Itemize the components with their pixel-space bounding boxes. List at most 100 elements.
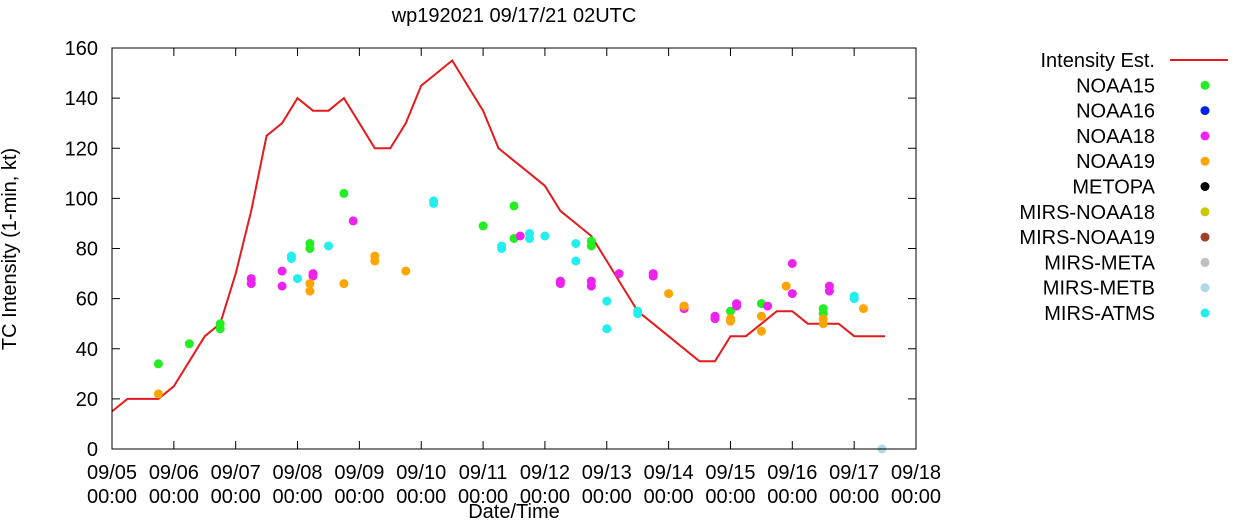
y-tick-label: 60 xyxy=(76,289,98,311)
point-mirs-atms xyxy=(602,296,612,306)
point-noaa18 xyxy=(787,259,797,268)
point-noaa19 xyxy=(756,326,766,336)
x-tick-date-label: 09/11 xyxy=(459,462,508,484)
point-mirs-atms xyxy=(429,198,439,208)
point-noaa19 xyxy=(153,389,163,399)
legend-label: NOAA16 xyxy=(1076,101,1155,123)
point-noaa18 xyxy=(555,279,565,289)
y-tick-label: 80 xyxy=(76,239,98,261)
x-tick-time-label: 00:00 xyxy=(87,486,137,508)
x-tick-date-label: 09/16 xyxy=(767,462,817,484)
x-tick-date-label: 09/06 xyxy=(149,462,199,484)
point-noaa18 xyxy=(787,289,797,299)
x-tick-time-label: 00:00 xyxy=(520,486,570,508)
legend-label: Intensity Est. xyxy=(1041,50,1156,72)
legend-label: METOPA xyxy=(1072,177,1155,199)
point-noaa15 xyxy=(726,306,735,316)
point-noaa15 xyxy=(478,221,488,231)
y-tick-label: 100 xyxy=(65,188,98,210)
point-noaa18 xyxy=(308,271,318,281)
point-noaa19 xyxy=(858,304,868,314)
x-tick-date-label: 09/17 xyxy=(829,462,879,484)
x-tick-time-label: 00:00 xyxy=(149,486,199,508)
x-tick-date-label: 09/09 xyxy=(334,462,384,484)
point-noaa19 xyxy=(401,266,411,276)
legend-label: MIRS-META xyxy=(1044,252,1155,274)
legend-label: NOAA18 xyxy=(1076,126,1155,148)
point-mirs-atms xyxy=(571,256,581,266)
satellite-points-layer xyxy=(153,188,887,454)
intensity-estimate-line xyxy=(111,59,886,413)
legend-point-swatch xyxy=(1200,207,1210,217)
legend-point-swatch xyxy=(1200,80,1210,90)
point-noaa15 xyxy=(509,201,519,211)
legend-label: MIRS-ATMS xyxy=(1044,303,1155,325)
x-axis-ticks: 09/0500:0009/0600:0009/0700:0009/0800:00… xyxy=(87,48,941,508)
x-tick-date-label: 09/15 xyxy=(705,462,755,484)
legend-point-swatch xyxy=(1200,156,1210,166)
legend-label: MIRS-NOAA19 xyxy=(1019,227,1155,249)
y-tick-label: 140 xyxy=(65,88,98,110)
point-mirs-atms xyxy=(324,241,333,251)
x-tick-date-label: 09/08 xyxy=(273,462,323,484)
x-tick-time-label: 00:00 xyxy=(273,486,323,508)
point-noaa15 xyxy=(339,188,349,198)
point-noaa19 xyxy=(679,301,689,311)
point-mirs-atms xyxy=(849,294,859,304)
point-noaa18 xyxy=(586,281,596,291)
legend-label: MIRS-NOAA18 xyxy=(1019,202,1155,224)
y-axis-ticks: 0 20 40 60 80 100 120 140 160 xyxy=(65,38,916,461)
point-noaa19 xyxy=(781,281,791,291)
point-noaa19 xyxy=(370,256,380,266)
point-noaa18 xyxy=(732,301,742,311)
legend-point-swatch xyxy=(1200,131,1210,141)
point-noaa15 xyxy=(184,339,194,349)
point-noaa18 xyxy=(648,271,658,281)
x-tick-time-label: 00:00 xyxy=(767,486,817,508)
legend-point-swatch xyxy=(1200,182,1210,191)
x-tick-date-label: 09/13 xyxy=(582,462,632,484)
intensity-line-layer xyxy=(111,59,886,413)
point-noaa18 xyxy=(515,231,525,241)
point-noaa18 xyxy=(614,269,624,279)
point-noaa18 xyxy=(277,266,287,276)
x-tick-time-label: 00:00 xyxy=(829,486,879,508)
x-tick-time-label: 00:00 xyxy=(334,486,384,508)
y-tick-label: 120 xyxy=(65,138,98,160)
legend-point-swatch xyxy=(1200,308,1210,318)
point-mirs-atms xyxy=(633,309,643,319)
point-noaa19 xyxy=(339,279,349,289)
point-noaa15 xyxy=(305,244,315,253)
point-noaa18 xyxy=(824,286,834,296)
legend: Intensity Est. NOAA15 NOAA16 NOAA18 NOAA19 ME… xyxy=(1019,50,1228,325)
point-mirs-atms xyxy=(571,239,581,248)
plot-frame xyxy=(111,47,917,450)
x-tick-date-label: 09/18 xyxy=(891,462,941,484)
point-mirs-atms xyxy=(286,254,296,263)
x-tick-date-label: 09/07 xyxy=(211,462,261,484)
x-tick-date-label: 09/05 xyxy=(87,462,137,484)
y-tick-label: 20 xyxy=(76,389,98,411)
point-noaa19 xyxy=(726,316,735,326)
y-tick-label: 160 xyxy=(65,38,98,60)
point-noaa15 xyxy=(153,359,163,369)
point-noaa19 xyxy=(305,286,315,296)
legend-label: MIRS-METB xyxy=(1043,278,1155,300)
point-noaa18 xyxy=(348,216,358,226)
legend-point-swatch xyxy=(1200,257,1210,267)
point-noaa18 xyxy=(763,301,773,311)
x-tick-time-label: 00:00 xyxy=(891,486,941,508)
point-mirs-atms xyxy=(525,234,534,243)
point-mirs-atms xyxy=(540,231,550,241)
chart-title: wp192021 09/17/21 02UTC xyxy=(391,5,637,27)
y-axis-label: TC Intensity (1-min, kt) xyxy=(0,148,21,350)
point-noaa19 xyxy=(305,279,315,289)
x-tick-time-label: 00:00 xyxy=(211,486,261,508)
point-noaa19 xyxy=(664,289,674,299)
point-noaa19 xyxy=(818,319,828,329)
x-tick-time-label: 00:00 xyxy=(705,486,755,508)
legend-label: NOAA15 xyxy=(1076,75,1155,97)
point-mirs-atms xyxy=(497,244,507,253)
x-axis-label: Date/Time xyxy=(468,501,560,521)
